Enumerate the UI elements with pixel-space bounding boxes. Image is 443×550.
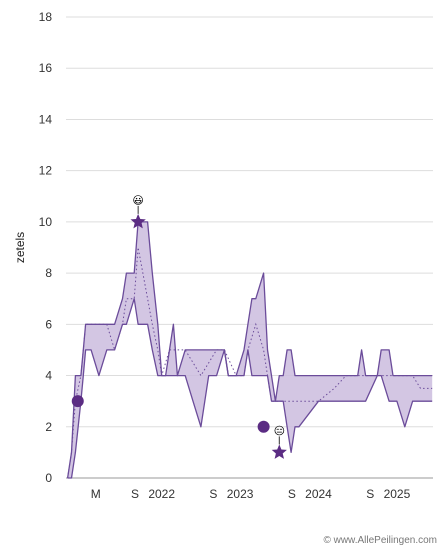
poll-markers: 😃😑 — [71, 195, 287, 459]
x-tick-label: M — [91, 487, 101, 501]
x-tick-label: 2024 — [305, 487, 332, 501]
x-tick-label: S — [131, 487, 139, 501]
x-tick-label: 2022 — [148, 487, 175, 501]
y-tick-label: 14 — [39, 112, 53, 126]
emoji-icon: 😃 — [132, 195, 143, 207]
emoji-icon: 😑 — [274, 425, 285, 437]
poll-star-marker — [271, 444, 287, 459]
y-tick-label: 18 — [39, 10, 53, 24]
x-tick-label: S — [366, 487, 374, 501]
x-tick-label: 2025 — [384, 487, 411, 501]
x-tick-label: S — [288, 487, 296, 501]
y-tick-label: 4 — [45, 369, 52, 383]
y-tick-label: 2 — [45, 420, 52, 434]
poll-dot-marker — [257, 420, 270, 433]
x-axis-ticks: MS2022S2023S2024S2025S — [91, 487, 411, 501]
poll-dot-marker — [71, 395, 84, 408]
poll-star-marker — [130, 213, 146, 229]
y-tick-label: 16 — [39, 61, 53, 75]
band-area — [67, 221, 433, 478]
grid-lines — [66, 16, 433, 479]
y-tick-label: 6 — [45, 317, 52, 331]
y-tick-label: 8 — [45, 266, 52, 280]
y-tick-label: 12 — [39, 164, 53, 178]
x-tick-label: S — [209, 487, 217, 501]
x-tick-label: 2023 — [227, 487, 254, 501]
source-credit: © www.AllePeilingen.com — [323, 535, 437, 546]
y-axis-ticks: 0 2 4 6 8 10 12 14 16 18 — [39, 10, 53, 485]
y-tick-label: 10 — [39, 215, 53, 229]
y-tick-label: 0 — [45, 471, 52, 485]
seat-range-band — [66, 221, 433, 479]
y-axis-label: zetels — [13, 232, 27, 263]
